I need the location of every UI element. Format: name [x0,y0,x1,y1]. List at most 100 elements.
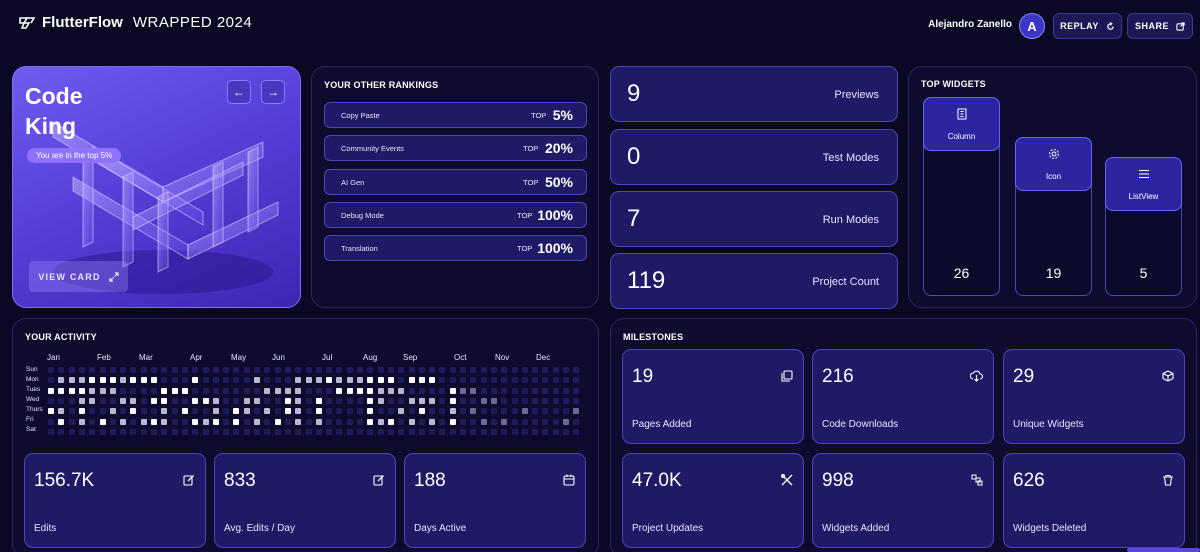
ranking-top: TOP [523,144,539,153]
heatmap-cell [171,397,178,404]
heatmap-cell [429,428,436,435]
heatmap-cell [295,428,302,435]
heatmap-cell [418,428,425,435]
heatmap-cell [151,418,157,425]
list-icon [1106,168,1181,182]
external-link-icon [1176,21,1185,31]
heatmap-cell [243,387,250,394]
heatmap-cell [511,418,518,425]
heatmap-cell [429,408,436,415]
avatar[interactable]: A [1019,13,1045,39]
heatmap-cell [48,387,54,394]
heatmap-cell [161,397,168,404]
heatmap-cell [377,428,384,435]
top-widgets-title: TOP WIDGETS [921,79,986,89]
heatmap-cell [264,377,271,384]
heatmap-cell [274,367,281,373]
heatmap-cell [367,387,374,394]
heatmap-cell [563,367,569,373]
heatmap-cell [573,397,580,404]
rankings-title: YOUR OTHER RANKINGS [324,80,439,90]
heatmap-cell [78,408,85,415]
heatmap-cell [58,377,65,384]
heatmap-cell [490,397,497,404]
heatmap-cell [315,377,322,384]
view-card-button[interactable]: VIEW CARD [29,261,128,292]
milestone-project-updates: 47.0K Project Updates [622,453,804,548]
heatmap-cell [511,387,518,394]
replay-button[interactable]: REPLAY [1053,13,1122,39]
heatmap-cell [387,387,394,394]
stat-label: Test Modes [822,152,879,164]
heatmap-cell [470,367,477,373]
heatmap-cell [315,387,322,394]
card-label: Project Updates [632,523,704,534]
heatmap-cell [501,377,508,384]
heatmap-cell [408,418,415,425]
heatmap-cell [398,377,405,384]
month-label: Apr [190,353,203,362]
flutterflow-logo-icon [19,16,36,29]
heatmap-cell [78,377,85,384]
heatmap-cell [89,428,96,435]
heatmap-cell [552,387,559,394]
heatmap-cell [130,397,137,404]
heatmap-cell [408,397,415,404]
prev-arrow-button[interactable]: ← [227,80,251,104]
milestone-widgets-deleted: 626 Widgets Deleted [1003,453,1185,548]
heatmap-cell [89,367,96,373]
ranking-row: Copy Paste TOP 5% [324,102,587,128]
card-label: Days Active [414,523,467,534]
heatmap-cell [480,408,487,415]
share-button[interactable]: SHARE [1127,13,1193,39]
heatmap-cell [377,377,384,384]
heatmap-cell [233,418,240,425]
heatmap-cell [439,377,446,384]
heatmap-cell [336,367,343,373]
widget-name: Icon [1045,172,1062,181]
heatmap-cell [480,397,487,404]
heatmap-cell [284,408,291,415]
heatmap-cell [346,367,353,373]
heatmap-cell [48,418,54,425]
heatmap-cell [181,428,188,435]
heatmap-cell [460,377,466,384]
heatmap-cell [418,367,425,373]
heatmap-cell [109,397,116,404]
heatmap-cell [429,377,436,384]
heatmap-cell [223,377,230,384]
heatmap-cell [532,397,539,404]
arrow-right-icon: → [267,85,279,99]
heatmap-cell [192,428,199,435]
heatmap-cell [439,418,446,425]
heatmap-cell [563,408,569,415]
scroll-indicator[interactable] [1127,548,1200,552]
heatmap-cell [552,377,559,384]
card-label: Avg. Edits / Day [224,523,295,534]
view-card-label: VIEW CARD [38,271,101,282]
next-arrow-button[interactable]: → [261,80,285,104]
heatmap-cell [418,408,425,415]
heatmap-cell [326,377,333,384]
heatmap-cell [460,428,466,435]
heatmap-cell [521,377,528,384]
heatmap-cell [192,408,199,415]
widgets-add-icon [971,474,983,489]
heatmap-cell [357,418,363,425]
heatmap-cell [429,418,436,425]
heatmap-cell [408,428,415,435]
app-logo[interactable]: FlutterFlow WRAPPED 2024 [18,14,252,31]
calendar-icon [563,474,575,489]
day-label: Sat [26,426,36,433]
widget-column-bar: Column 26 [923,97,1000,296]
heatmap-cell [89,397,96,404]
heatmap-cell [398,418,405,425]
heatmap-cell [233,397,240,404]
day-label: Sun [26,366,38,373]
heatmap-cell [377,387,384,394]
heatmap-cell [202,418,209,425]
heatmap-cell [151,367,157,373]
heatmap-cell [130,387,137,394]
heatmap-cell [532,428,539,435]
heatmap-cell [377,397,384,404]
